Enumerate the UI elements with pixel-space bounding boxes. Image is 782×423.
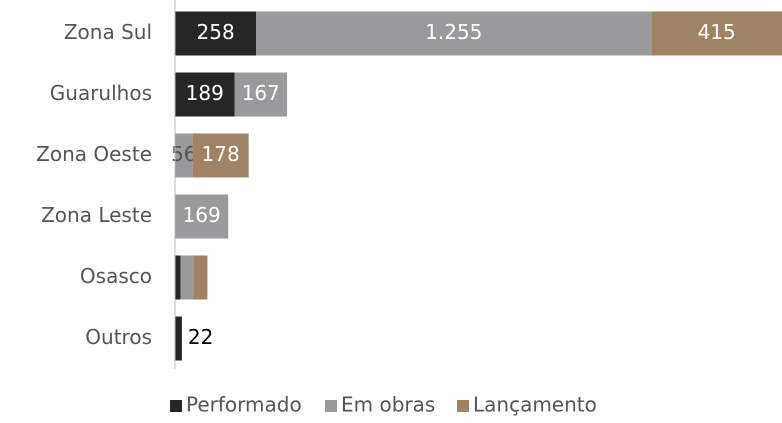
- value-label: 167: [242, 81, 280, 105]
- value-label: 415: [698, 20, 736, 44]
- bar-segment: [193, 255, 208, 300]
- legend-label: Lançamento: [473, 393, 597, 417]
- bar-segment: [234, 72, 288, 117]
- bar-segment: [175, 316, 182, 361]
- category-label: Zona Leste: [41, 203, 152, 227]
- category-label: Osasco: [80, 264, 152, 288]
- legend-swatch: [170, 400, 182, 412]
- value-label: 258: [197, 20, 235, 44]
- value-label: 169: [183, 203, 221, 227]
- legend-label: Em obras: [341, 393, 435, 417]
- bar-segment: [175, 255, 181, 300]
- bar-segment: [175, 72, 235, 117]
- bar-segment: [175, 194, 229, 239]
- category-label: Zona Oeste: [36, 142, 152, 166]
- legend-label: Performado: [186, 393, 302, 417]
- bar-segment: [180, 255, 194, 300]
- category-label: Zona Sul: [64, 20, 152, 44]
- category-label: Outros: [85, 325, 152, 349]
- value-label: 178: [202, 142, 240, 166]
- bar-segment: [256, 11, 652, 56]
- bar-segment: [175, 133, 193, 178]
- value-label: 189: [186, 81, 224, 105]
- bar-segment: [175, 11, 257, 56]
- value-label: 22: [188, 325, 213, 349]
- value-label: 1.255: [425, 20, 482, 44]
- legend-swatch: [325, 400, 337, 412]
- bar-segment: [651, 11, 782, 56]
- bar-segment: [192, 133, 249, 178]
- legend-swatch: [457, 400, 469, 412]
- category-label: Guarulhos: [50, 81, 152, 105]
